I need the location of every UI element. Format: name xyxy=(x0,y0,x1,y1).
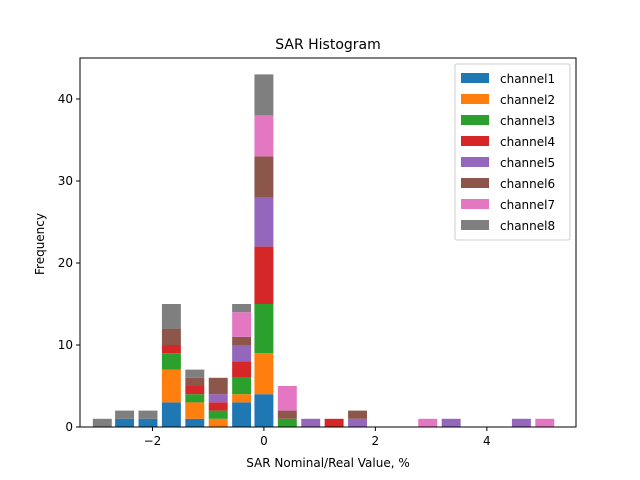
bar-channel7-7 xyxy=(254,115,274,157)
legend-label-channel2: channel2 xyxy=(500,93,555,107)
bar-channel1-4 xyxy=(185,418,205,427)
x-axis-label: SAR Nominal/Real Value, % xyxy=(246,456,410,470)
bar-channel1-7 xyxy=(254,394,274,427)
bar-channel8-1 xyxy=(115,410,135,419)
bar-channel8-7 xyxy=(254,74,274,116)
legend-swatch-channel7 xyxy=(461,199,489,209)
bar-channel6-7 xyxy=(254,156,274,198)
bar-channel3-4 xyxy=(185,394,205,403)
bar-channel7-12 xyxy=(418,418,438,427)
bar-channel1-3 xyxy=(161,402,181,427)
bar-channel1-2 xyxy=(138,418,158,427)
y-tick-label: 0 xyxy=(65,420,73,434)
bar-channel3-7 xyxy=(254,304,274,354)
bar-channel5-7 xyxy=(254,197,274,247)
legend-swatch-channel2 xyxy=(461,94,489,104)
legend-label-channel7: channel7 xyxy=(500,198,555,212)
legend-label-channel8: channel8 xyxy=(500,219,555,233)
bar-channel1-6 xyxy=(232,402,252,427)
legend-swatch-channel1 xyxy=(461,73,489,83)
y-tick-label: 10 xyxy=(58,338,73,352)
bars-group xyxy=(92,74,555,427)
bar-channel3-5 xyxy=(208,410,228,419)
bar-channel6-4 xyxy=(185,377,205,386)
chart-title: SAR Histogram xyxy=(275,37,381,53)
bar-channel4-7 xyxy=(254,246,274,304)
legend-swatch-channel5 xyxy=(461,157,489,167)
legend-swatch-channel6 xyxy=(461,178,489,188)
bar-channel6-11 xyxy=(348,410,368,419)
x-tick-label: 2 xyxy=(372,434,380,448)
legend-label-channel3: channel3 xyxy=(500,114,555,128)
legend-swatch-channel4 xyxy=(461,136,489,146)
bar-channel3-6 xyxy=(232,377,252,395)
bar-channel2-4 xyxy=(185,402,205,419)
bar-channel4-10 xyxy=(324,418,344,427)
legend-label-channel5: channel5 xyxy=(500,156,555,170)
bar-channel2-5 xyxy=(208,418,228,427)
legend-label-channel4: channel4 xyxy=(500,135,555,149)
bar-channel2-3 xyxy=(161,369,181,403)
bar-channel5-11 xyxy=(348,418,368,427)
bar-channel3-3 xyxy=(161,353,181,370)
bar-channel4-5 xyxy=(208,402,228,411)
bar-channel1-1 xyxy=(115,418,135,427)
bar-channel5-9 xyxy=(301,418,321,427)
bar-channel5-6 xyxy=(232,345,252,362)
bar-channel5-5 xyxy=(208,394,228,403)
y-tick-label: 20 xyxy=(58,256,73,270)
bar-channel6-3 xyxy=(161,328,181,345)
x-tick-label: 4 xyxy=(483,434,491,448)
bar-channel2-7 xyxy=(254,353,274,395)
bar-channel5-13 xyxy=(441,418,461,427)
y-axis-label: Frequency xyxy=(33,213,47,275)
x-tick-label: −2 xyxy=(144,434,162,448)
bar-channel6-8 xyxy=(277,410,297,419)
bar-channel4-6 xyxy=(232,361,252,378)
bar-channel7-15 xyxy=(535,418,555,427)
legend-label-channel6: channel6 xyxy=(500,177,555,191)
legend-box xyxy=(454,63,571,241)
legend-swatch-channel3 xyxy=(461,115,489,125)
bar-channel7-6 xyxy=(232,312,252,337)
bar-channel5-14 xyxy=(511,418,531,427)
bar-channel3-8 xyxy=(277,418,297,427)
bar-channel8-2 xyxy=(138,410,158,419)
bar-channel7-8 xyxy=(277,386,297,411)
bar-channel6-5 xyxy=(208,377,228,395)
axes-frame xyxy=(79,57,577,428)
y-tick-label: 40 xyxy=(58,92,73,106)
bar-channel8-6 xyxy=(232,304,252,313)
legend: channel1 channel2 channel3 channel4 channel5… xyxy=(454,63,571,241)
bar-channel4-3 xyxy=(161,345,181,354)
bar-channel8-0 xyxy=(92,418,112,427)
bar-channel4-4 xyxy=(185,386,205,395)
bar-channel8-3 xyxy=(161,304,181,329)
bar-channel6-6 xyxy=(232,336,252,345)
legend-swatch-channel8 xyxy=(461,220,489,230)
legend-label-channel1: channel1 xyxy=(500,72,555,86)
bar-channel8-4 xyxy=(185,369,205,378)
y-tick-label: 30 xyxy=(58,174,73,188)
x-tick-label: 0 xyxy=(260,434,268,448)
bar-channel2-6 xyxy=(232,394,252,403)
